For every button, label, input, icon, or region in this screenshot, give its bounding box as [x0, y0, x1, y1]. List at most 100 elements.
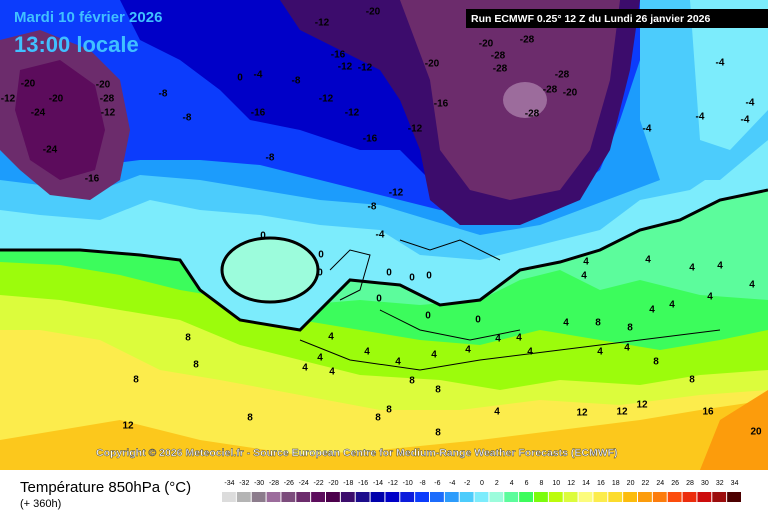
contour-label: 8 — [653, 357, 659, 368]
contour-label: -28 — [520, 35, 535, 46]
contour-label: 4 — [689, 263, 695, 274]
contour-label: -28 — [555, 70, 570, 81]
run-box — [466, 9, 768, 28]
contour-label: -20 — [563, 88, 578, 99]
scale-swatch — [623, 492, 637, 502]
contour-label: -28 — [525, 109, 540, 120]
scale-label: -14 — [373, 480, 383, 487]
scale-label: -34 — [224, 480, 234, 487]
scale-label: -12 — [388, 480, 398, 487]
contour-label: 8 — [435, 428, 441, 439]
copyright: Copyright © 2026 Meteociel.fr - Source E… — [96, 447, 618, 459]
scale-label: 26 — [671, 480, 679, 487]
contour-label: 4 — [669, 300, 675, 311]
field-band — [503, 82, 547, 118]
color-scale: -34 -32 -30 -28 -26 -24 -22 -20 -18 -16 -14 -12 -10-… — [222, 480, 741, 502]
scale-label: 30 — [701, 480, 709, 487]
scale-label: -4 — [449, 480, 455, 487]
contour-label: -20 — [366, 7, 381, 18]
contour-label: -8 — [292, 76, 301, 87]
scale-swatch — [281, 492, 296, 502]
scale-swatch — [534, 492, 548, 502]
contour-label: -4 — [643, 124, 652, 135]
scale-swatch — [548, 492, 563, 502]
scale-swatch — [727, 492, 741, 502]
contour-label: 0 — [317, 268, 323, 279]
contour-label: 4 — [597, 347, 603, 358]
scale-label: 8 — [539, 480, 543, 487]
contour-label: 8 — [375, 413, 381, 424]
contour-label: -12 — [1, 94, 16, 105]
contour-label: 20 — [750, 427, 762, 438]
scale-swatch — [430, 492, 444, 502]
contour-label: 0 — [376, 294, 382, 305]
contour-label: -20 — [96, 80, 111, 91]
contour-label: 8 — [409, 376, 415, 387]
coastline — [299, 239, 721, 371]
contour-label: -4 — [741, 115, 750, 126]
contour-labels: -20-20-20-28-12-24 -12-8-24-16-80 -4-16-8-… — [1, 7, 762, 439]
contour-label: 4 — [717, 261, 723, 272]
contour-label: 4 — [329, 367, 335, 378]
scale-swatch — [444, 492, 459, 502]
contour-label: -8 — [159, 89, 168, 100]
scale-swatch — [593, 492, 608, 502]
contour-label: 0 — [318, 250, 324, 261]
forecast-time: 13:00 locale — [14, 32, 139, 57]
contour-label: 12 — [576, 408, 588, 419]
scale-label: 10 — [552, 480, 560, 487]
contour-label: -8 — [368, 202, 377, 213]
contour-label: -28 — [543, 85, 558, 96]
scale-swatch — [415, 492, 429, 502]
contour-label: 4 — [645, 255, 651, 266]
contour-label: 4 — [749, 280, 755, 291]
contour-label: 4 — [431, 350, 437, 361]
contour-label: 4 — [364, 347, 370, 358]
contour-label: 0 — [386, 268, 392, 279]
contour-label: 4 — [495, 334, 501, 345]
scale-label: 0 — [480, 480, 484, 487]
contour-label: 4 — [527, 347, 533, 358]
contour-label: -12 — [345, 108, 360, 119]
scale-label: 14 — [582, 480, 590, 487]
scale-label: 6 — [525, 480, 529, 487]
scale-swatch — [340, 492, 355, 502]
contour-label: 8 — [185, 333, 191, 344]
scale-swatch — [578, 492, 593, 502]
contour-label: 4 — [649, 305, 655, 316]
contour-label: 4 — [494, 407, 500, 418]
contour-label: 8 — [133, 375, 139, 386]
contour-label: -4 — [696, 112, 705, 123]
scale-label: -30 — [254, 480, 264, 487]
scale-label: 16 — [597, 480, 605, 487]
scale-swatch — [519, 492, 533, 502]
scale-swatch — [296, 492, 311, 502]
field-band — [222, 238, 318, 302]
contour-label: 4 — [707, 292, 713, 303]
contour-label: 8 — [193, 360, 199, 371]
field-band — [700, 390, 768, 470]
contour-label: 0 — [409, 273, 415, 284]
contour-label: -8 — [266, 153, 275, 164]
contour-label: -12 — [101, 108, 116, 119]
contour-label: -12 — [319, 94, 334, 105]
contour-label: 4 — [328, 332, 334, 343]
scale-swatch — [712, 492, 727, 502]
contour-label: -20 — [49, 94, 64, 105]
contour-label: 4 — [317, 353, 323, 364]
scale-label: -2 — [464, 480, 470, 487]
field-band — [15, 60, 105, 180]
scale-swatch — [355, 492, 370, 502]
contour-label: 4 — [624, 343, 630, 354]
scale-swatch — [236, 492, 251, 502]
scale-label: 24 — [656, 480, 664, 487]
scale-label: 34 — [731, 480, 739, 487]
scale-swatch — [474, 492, 489, 502]
zero-isotherm — [220, 236, 320, 304]
contour-label: 0 — [237, 73, 243, 84]
scale-label: -16 — [358, 480, 368, 487]
contour-label: -24 — [31, 108, 46, 119]
contour-label: 8 — [247, 413, 253, 424]
scale-label: -8 — [419, 480, 425, 487]
scale-swatch — [400, 492, 415, 502]
